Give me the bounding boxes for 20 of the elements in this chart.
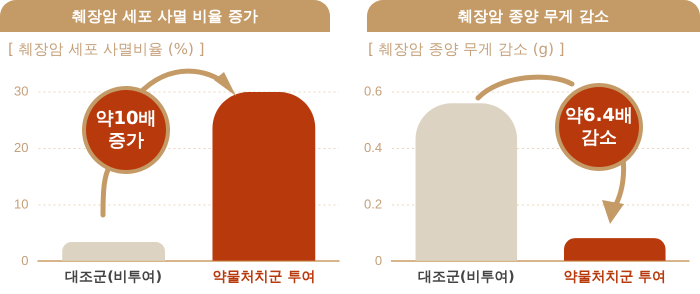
y-tick-label: 0.2 (364, 196, 382, 212)
round-badge: 약10배 증가 (82, 86, 170, 174)
y-axis-title: [ 췌장암 종양 무게 감소 (g) ] (368, 40, 565, 59)
y-tick-label: 0 (21, 252, 28, 268)
y-tick-label: 0 (374, 252, 382, 268)
y-tick-label: 0.6 (364, 84, 382, 99)
y-tick-label: 20 (14, 140, 28, 155)
y-tick-label: 30 (14, 84, 28, 99)
y-tick-label: 10 (14, 196, 28, 212)
annotation: 약10배 증가 (95, 108, 157, 152)
chart-title: 췌장암 세포 사멸 비율 증가 (0, 0, 330, 32)
y-tick-label: 0.4 (364, 140, 382, 155)
x-tick-label: 대조군(비투여) (418, 269, 515, 286)
chart-title: 췌장암 종양 무게 감소 (367, 0, 700, 32)
y-axis-title: [ 췌장암 세포 사멸비율 (%) ] (8, 40, 205, 59)
x-tick-label: 약물처치군 투여 (212, 269, 316, 286)
x-tick-label: 대조군(비투여) (65, 269, 162, 286)
round-badge: 약6.4배 감소 (555, 83, 643, 171)
x-tick-label: 약물처치군 투여 (563, 269, 666, 286)
annotation: 약6.4배 감소 (565, 105, 633, 149)
